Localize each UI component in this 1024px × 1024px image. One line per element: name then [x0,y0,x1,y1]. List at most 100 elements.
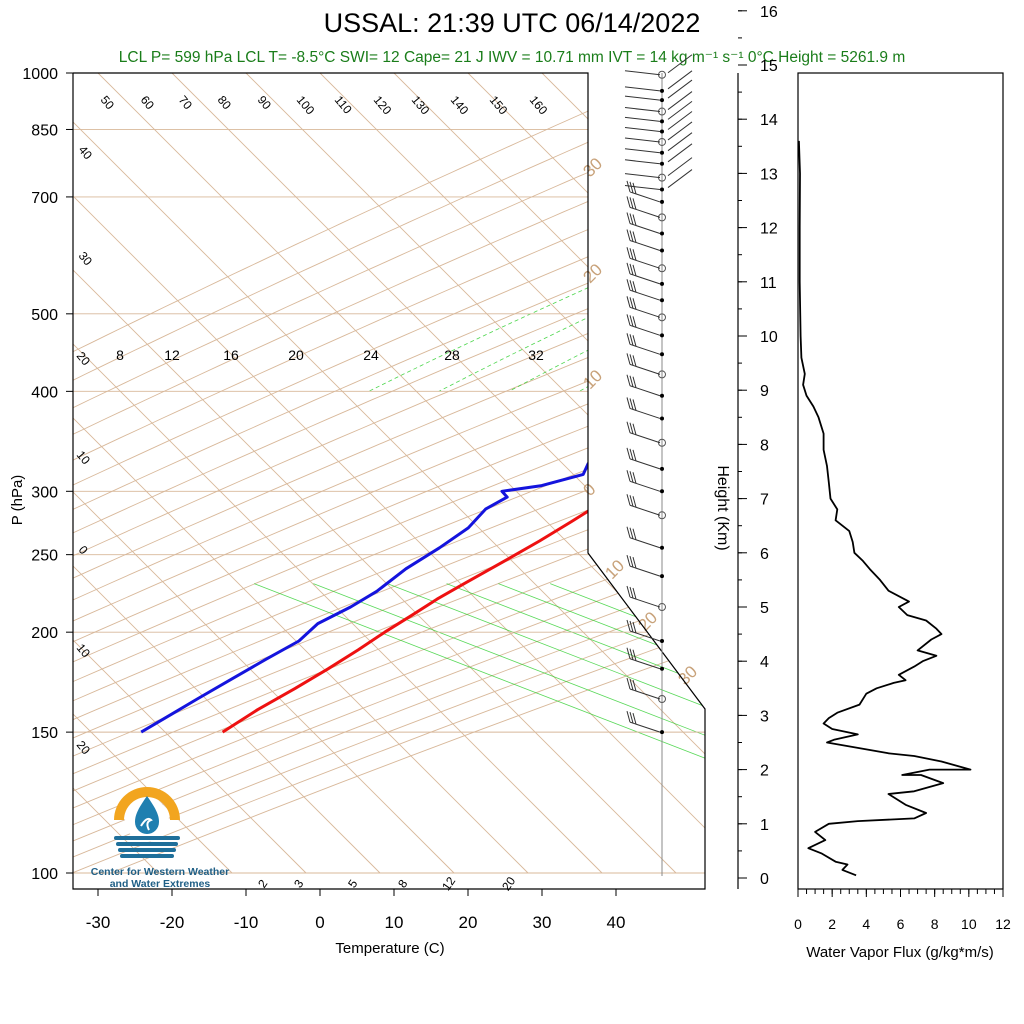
isotherm-line [73,73,307,874]
dry-adiabat-line [73,73,705,874]
dry-adiabat-line [73,73,705,874]
moist-adiabat-line [790,73,1024,391]
dry-adiabat-line [73,73,705,874]
temperature-axis-label: Temperature (C) [335,940,444,957]
isotherm-label: 110 [332,93,355,117]
mixing-ratio-label-bottom: 2 [255,877,270,891]
cw3e-logo [114,787,180,858]
wind-barb [626,555,664,579]
dry-adiabat-line [73,73,705,874]
dry-adiabat-line [73,73,705,874]
isotherm-line [393,73,705,874]
wind-barb [626,314,664,338]
barb-flag [629,495,634,507]
barb-shaft [629,596,661,608]
pressure-tick-label: 1000 [22,66,58,83]
barb-shaft-secondary [667,100,693,120]
barb-flag [632,198,637,210]
barb-flag [629,213,634,225]
logo-water-stripe [116,842,178,846]
barb-flag [626,229,631,241]
barb-flag [626,585,631,598]
wind-barb [626,262,664,286]
logo-water-stripe [120,854,174,858]
dry-adiabat-line [73,73,705,874]
isotherm-line [245,73,705,874]
skew-t-frame [72,72,706,890]
mixing-ratio-label-top: 8 [116,347,124,363]
barb-dot [660,119,664,124]
barb-flag [632,335,637,347]
barb-shaft [629,223,661,235]
barb-shaft [629,240,661,251]
height-tick-label: 13 [760,166,778,183]
isotherm-line [689,73,705,874]
wind-barb [626,196,666,222]
barb-shaft [624,107,661,113]
barb-flag [632,298,637,310]
barb-shaft [629,565,661,577]
isotherm-line [73,73,381,874]
barb-dot [660,545,664,550]
dry-adiabat-line [73,73,705,874]
temperature-tick-label: -20 [160,913,185,932]
wind-barb [626,526,664,550]
barb-flag [626,710,631,723]
barb-flag [626,262,631,275]
isotherm-label: 80 [215,93,235,112]
barb-flag [632,423,637,435]
temperature-tick-label: 20 [459,913,478,932]
logo-sun-ring [114,787,180,820]
barb-dot [660,730,664,735]
dry-adiabat-line [73,73,705,874]
skew-t-border [72,72,706,890]
dry-adiabat-line [73,73,705,874]
height-tick-label: 6 [760,546,769,563]
barb-dot [660,199,664,204]
barb-shaft [629,289,661,301]
barb-dot [660,416,664,421]
height-tick-label: 8 [760,437,769,454]
barb-dot [660,281,664,286]
barb-shaft-secondary [667,157,693,177]
barb-shaft-secondary [667,143,693,163]
barb-dot [660,98,664,103]
height-tick-label: 4 [760,654,769,671]
temperature-tick-label: 40 [607,913,626,932]
isotherm-line [171,73,705,874]
wind-barbs [624,54,693,876]
barb-flag [629,527,634,539]
barb-shaft [624,173,661,179]
isotherm-line [73,73,233,874]
barb-flag [629,181,634,194]
barb-flag [632,587,637,600]
barb-shaft [629,191,661,203]
barb-shaft [624,137,661,143]
barb-flag [629,678,634,691]
barb-dot [660,88,664,93]
barb-shaft [629,206,661,218]
barb-flag [626,247,631,259]
barb-flag [632,399,637,411]
mixing-ratio-label-bottom: 3 [291,877,306,891]
barb-flag [626,526,631,538]
pressure-tick-label: 400 [31,384,58,401]
barb-flag [632,649,637,661]
pressure-axis-label: P (hPa) [9,475,26,526]
pressure-tick-label: 150 [31,725,58,742]
wind-barb [624,169,693,192]
flux-tick-label: 8 [931,916,939,932]
barb-flag [632,472,637,484]
isotherm-label: 140 [448,93,472,118]
logo-line-1: Center for Western Weather [90,866,230,878]
height-tick-label: 12 [760,221,778,238]
barb-flag [629,711,634,724]
wind-barb [626,296,666,322]
height-tick-label: 11 [760,275,777,292]
barb-shaft-secondary [667,70,693,90]
logo-water-stripe [114,836,180,840]
barb-flag [629,315,634,327]
isotherm-label: 120 [371,93,395,118]
barb-flag [632,528,637,540]
